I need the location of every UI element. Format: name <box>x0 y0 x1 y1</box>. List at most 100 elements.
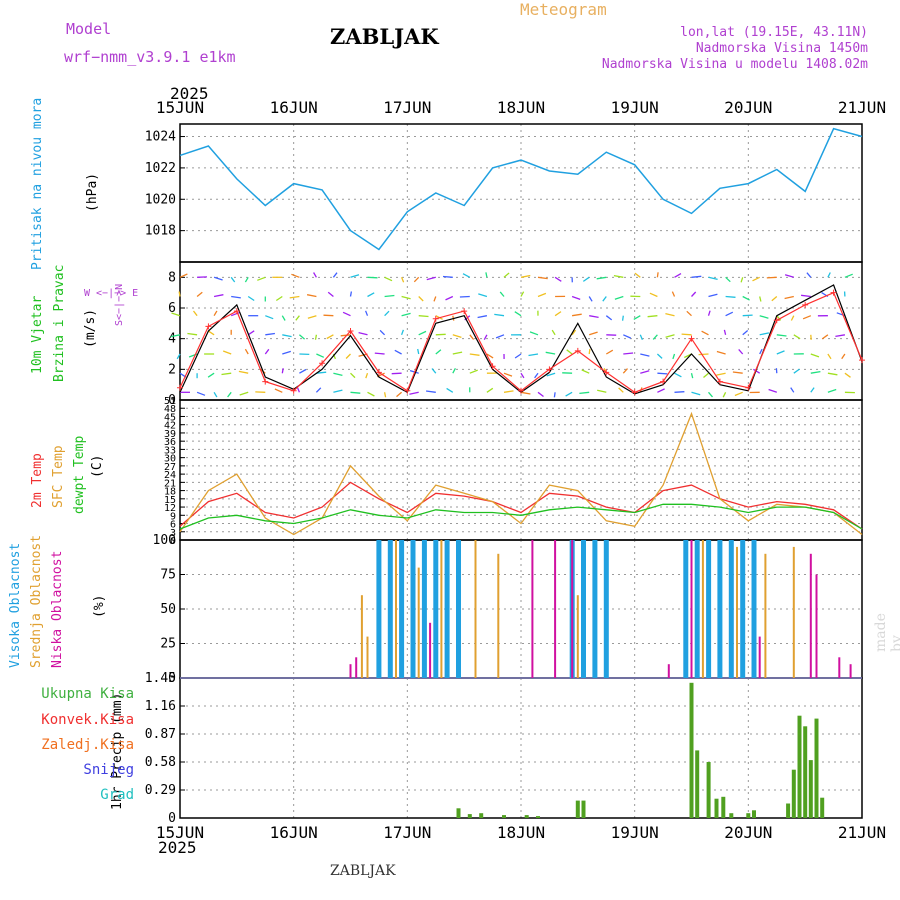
wind-arrow <box>534 372 539 379</box>
wind-arrow <box>597 389 607 393</box>
wind-arrow <box>213 310 218 317</box>
wind-arrow <box>187 332 198 336</box>
cloud-bar <box>592 540 598 678</box>
elevation-info: Nadmorska Visina 1450m <box>695 41 868 56</box>
wind-arrow <box>708 276 718 281</box>
wind-arrow <box>452 351 463 355</box>
wind-arrow <box>486 387 494 393</box>
y-tick-label: 0.29 <box>145 783 176 798</box>
cloud-bar <box>849 664 852 678</box>
wind-arrow <box>821 334 829 340</box>
precip-bar <box>820 797 825 818</box>
panel-frame-temperature <box>179 399 863 541</box>
cloud-bar <box>815 574 818 678</box>
wind-gust-mark <box>574 347 581 354</box>
wind-arrow <box>681 333 692 336</box>
wind-compass: W <−|−> E <box>84 288 139 299</box>
wind-arrow <box>409 391 419 395</box>
wind-arrow <box>537 276 548 280</box>
wind-gust-mark <box>716 378 723 385</box>
x-tick-label-bottom: 19JUN <box>611 823 659 842</box>
wind-arrow <box>315 387 322 393</box>
precip-bar <box>729 813 734 818</box>
precip-bar <box>797 715 802 818</box>
wind-arrow <box>793 334 801 340</box>
wind-arrow <box>633 315 641 320</box>
y-tick-label: 1.16 <box>145 699 176 714</box>
wind-arrow <box>725 311 734 317</box>
wind-arrow <box>790 315 795 321</box>
x-tick-label-bottom: 20JUN <box>724 823 772 842</box>
x-tick-label-top: 21JUN <box>838 98 886 117</box>
precip-bar <box>502 815 506 818</box>
y-tick-label: 1.45 <box>145 671 176 686</box>
y-tick-label: 9 <box>170 511 176 522</box>
y-tick-label: 33 <box>164 445 176 456</box>
wind-arrow <box>396 391 403 398</box>
wind-arrow <box>703 372 709 378</box>
wind-arrow <box>207 330 215 336</box>
wind-arrow <box>742 330 749 336</box>
wind-arrow <box>418 296 424 302</box>
wind-arrow <box>690 373 694 379</box>
wind-arrow <box>656 272 659 278</box>
wind-arrow <box>618 387 624 393</box>
wind-arrow <box>759 315 769 319</box>
wind-arrow <box>623 334 632 339</box>
wind-arrow <box>698 353 709 356</box>
cloud-bar <box>474 540 477 678</box>
wind-arrow <box>213 294 224 298</box>
y-tick-label: 30 <box>164 454 176 465</box>
wind-arrow <box>776 315 782 321</box>
wind-arrow <box>295 315 300 321</box>
wind-arrow <box>674 372 682 378</box>
wind-arrow <box>529 331 539 336</box>
model-label: Model <box>66 20 112 38</box>
wind-gust-mark <box>319 360 326 367</box>
wind-gust-mark <box>347 328 354 334</box>
year-bottom: 2025 <box>158 838 197 857</box>
wind-arrow <box>462 273 471 278</box>
wind-arrow <box>247 330 255 336</box>
wind-arrow <box>674 391 685 393</box>
wind-arrow <box>213 391 218 398</box>
pressure-line <box>179 127 863 251</box>
wind-arrow <box>657 372 668 375</box>
y-tick-label: 15 <box>164 495 176 506</box>
y-tick-label: 27 <box>164 462 176 473</box>
wind-arrow <box>605 349 614 355</box>
wind-arrow <box>171 312 181 317</box>
wind-arrow <box>418 330 427 336</box>
cloud-bar <box>571 540 574 678</box>
wind-arrow <box>178 291 181 297</box>
precip-bar <box>714 798 719 818</box>
precip-bar <box>467 814 472 818</box>
wind-arrow <box>571 329 577 336</box>
wind-arrow <box>588 296 593 302</box>
cloud-bar <box>706 540 712 678</box>
wind-arrow <box>207 372 215 378</box>
y-tick-label: 50 <box>160 602 176 617</box>
wind-arrow <box>716 372 726 376</box>
cloud-bar <box>440 540 443 678</box>
precip-bar <box>524 815 529 818</box>
wind-arrow <box>483 334 488 341</box>
wind-arrow <box>827 388 837 393</box>
wind-arrow <box>686 310 692 317</box>
wind-arrow <box>652 334 658 340</box>
x-tick-label-top: 18JUN <box>497 98 545 117</box>
wind-arrow <box>722 392 727 398</box>
cloud-bar <box>838 657 841 678</box>
x-tick-label-top: 20JUN <box>724 98 772 117</box>
wind-arrow <box>665 334 675 338</box>
station-name: ZABLJAK <box>330 24 439 49</box>
cloud-bar <box>366 636 369 678</box>
cloud-bar <box>399 540 405 678</box>
wind-gust-mark <box>432 315 439 322</box>
wind-arrow <box>281 315 286 321</box>
cloud-bar <box>395 540 397 678</box>
cloud-bar <box>581 540 586 678</box>
wind-arrow <box>431 368 437 374</box>
wind-arrow <box>554 311 562 317</box>
